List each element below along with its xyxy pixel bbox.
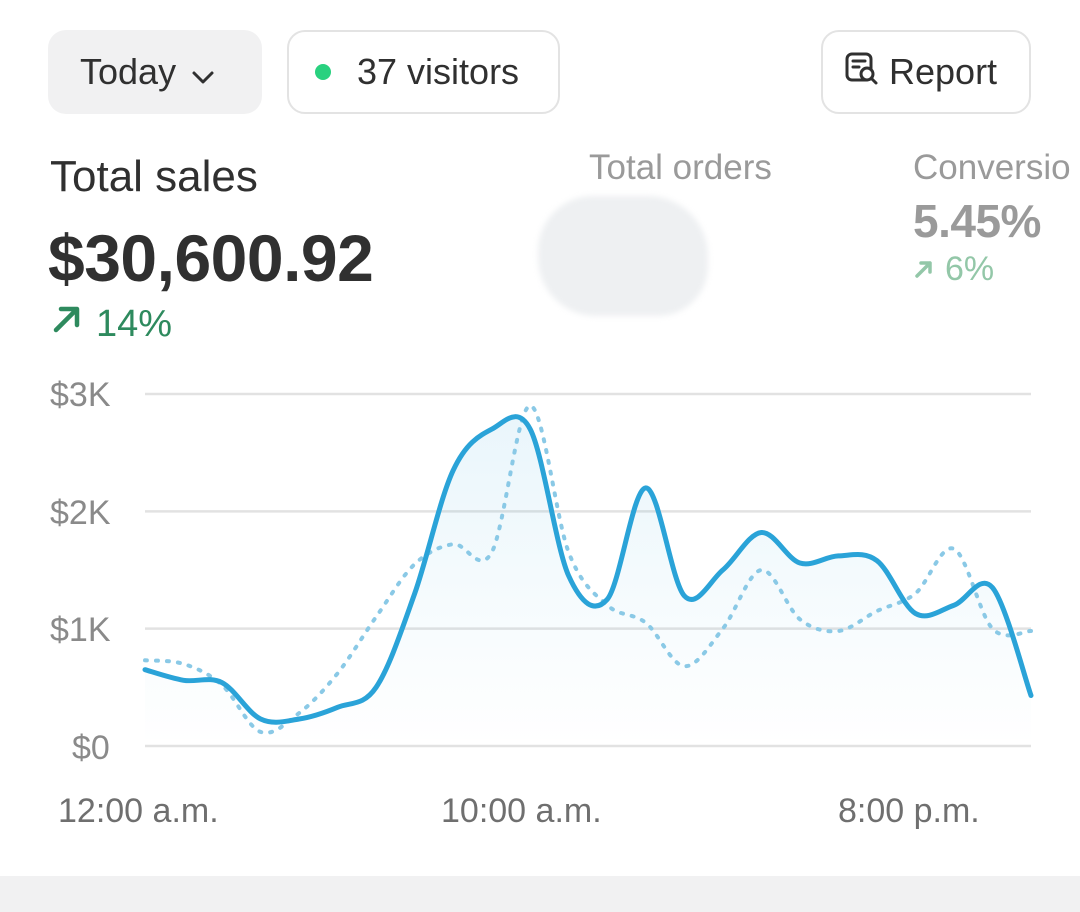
x-tick-label: 10:00 a.m. xyxy=(441,792,602,830)
y-tick-label: $3K xyxy=(50,376,111,414)
visitors-count: 37 visitors xyxy=(357,51,520,92)
chevron-down-icon xyxy=(190,53,216,95)
total-sales-change: 14% xyxy=(50,302,172,346)
conversion-change-value: 6% xyxy=(945,250,995,288)
live-status-dot xyxy=(315,64,331,80)
total-sales-value: $30,600.92 xyxy=(48,221,374,295)
total-orders-title[interactable]: Total orders xyxy=(589,148,772,187)
x-tick-label: 8:00 p.m. xyxy=(838,792,980,830)
arrow-up-right-icon xyxy=(50,302,96,346)
report-button[interactable]: Report xyxy=(821,30,1031,114)
conversion-value: 5.45% xyxy=(913,195,1041,247)
sales-area-fill xyxy=(145,416,1031,746)
conversion-change: 6% xyxy=(913,250,994,289)
date-range-label: Today xyxy=(80,51,177,92)
y-tick-label: $0 xyxy=(72,729,110,767)
x-tick-label: 12:00 a.m. xyxy=(58,792,219,830)
date-range-dropdown[interactable]: Today xyxy=(48,30,262,114)
comparison-series-line xyxy=(143,403,1033,735)
redacted-value xyxy=(538,196,708,316)
y-tick-label: $2K xyxy=(50,494,111,532)
arrow-up-right-icon xyxy=(913,250,945,289)
live-visitors-button[interactable]: 37 visitors xyxy=(287,30,560,114)
conversion-title[interactable]: Conversio xyxy=(913,148,1071,187)
bottom-bar xyxy=(0,876,1080,912)
report-icon xyxy=(843,50,889,95)
total-sales-change-value: 14% xyxy=(96,302,173,345)
sales-series-line xyxy=(142,414,1034,725)
total-sales-title[interactable]: Total sales xyxy=(50,152,258,201)
report-label: Report xyxy=(889,51,998,92)
y-tick-label: $1K xyxy=(50,611,111,649)
